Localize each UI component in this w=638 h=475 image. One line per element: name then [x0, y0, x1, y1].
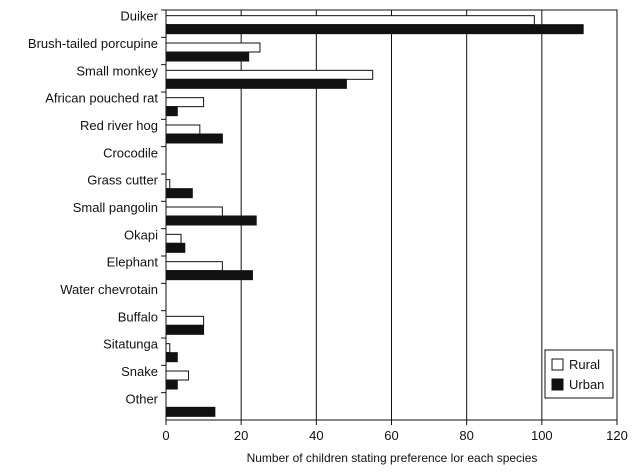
category-label: Brush-tailed porcupine	[28, 36, 158, 51]
bar-urban	[165, 324, 205, 335]
bar-urban	[165, 78, 347, 89]
bar-urban	[165, 352, 178, 363]
bar-urban	[165, 270, 253, 281]
x-tick-label: 20	[234, 428, 248, 443]
bar-rural	[165, 233, 182, 244]
bar-rural	[165, 42, 261, 53]
bar-rural	[165, 15, 535, 26]
category-label: Okapi	[124, 227, 158, 242]
legend-swatch	[551, 378, 564, 391]
legend-swatch	[551, 358, 564, 371]
bar-urban	[165, 188, 193, 199]
category-label: Grass cutter	[87, 173, 158, 188]
category-label: Buffalo	[118, 309, 158, 324]
bar-urban	[165, 242, 186, 253]
bar-rural	[165, 206, 223, 217]
bar-rural	[165, 261, 223, 272]
bar-rural	[165, 179, 171, 190]
x-tick-label: 100	[531, 428, 553, 443]
category-label: Duiker	[120, 9, 158, 24]
legend-label: Urban	[569, 377, 604, 392]
legend: Rural Urban	[544, 349, 614, 399]
x-tick-label: 80	[459, 428, 473, 443]
bars	[165, 15, 584, 417]
bar-urban	[165, 51, 250, 62]
category-label: Small pangolin	[73, 200, 158, 215]
category-label: Red river hog	[80, 118, 158, 133]
category-label: Crocodile	[103, 145, 158, 160]
x-tick-label: 60	[384, 428, 398, 443]
bar-urban	[165, 406, 216, 417]
bar-rural	[165, 315, 205, 326]
x-tick-label: 120	[606, 428, 628, 443]
bar-urban	[165, 24, 584, 35]
x-axis-title: Number of children stating preference lo…	[247, 451, 538, 465]
category-label: Sitatunga	[103, 337, 159, 352]
x-tick-label: 0	[162, 428, 169, 443]
category-label: African pouched rat	[45, 91, 158, 106]
category-label: Snake	[121, 364, 158, 379]
bar-rural	[165, 97, 205, 108]
category-label: Water chevrotain	[60, 282, 158, 297]
bar-urban	[165, 215, 257, 226]
bar-urban	[165, 379, 178, 390]
x-tick-label: 40	[309, 428, 323, 443]
category-label: Other	[125, 391, 158, 406]
axes: 0 20 40 60 80 100 120	[161, 9, 628, 443]
bar-rural	[165, 69, 374, 80]
bar-rural	[165, 370, 190, 381]
legend-label: Rural	[569, 357, 600, 372]
category-label: Small monkey	[76, 63, 158, 78]
category-labels: Duiker Brush-tailed porcupine Small monkey…	[28, 9, 159, 407]
bar-rural	[165, 343, 171, 354]
category-label: Elephant	[107, 255, 159, 270]
bar-rural	[165, 124, 201, 135]
bar-urban	[165, 106, 178, 117]
bar-urban	[165, 133, 223, 144]
